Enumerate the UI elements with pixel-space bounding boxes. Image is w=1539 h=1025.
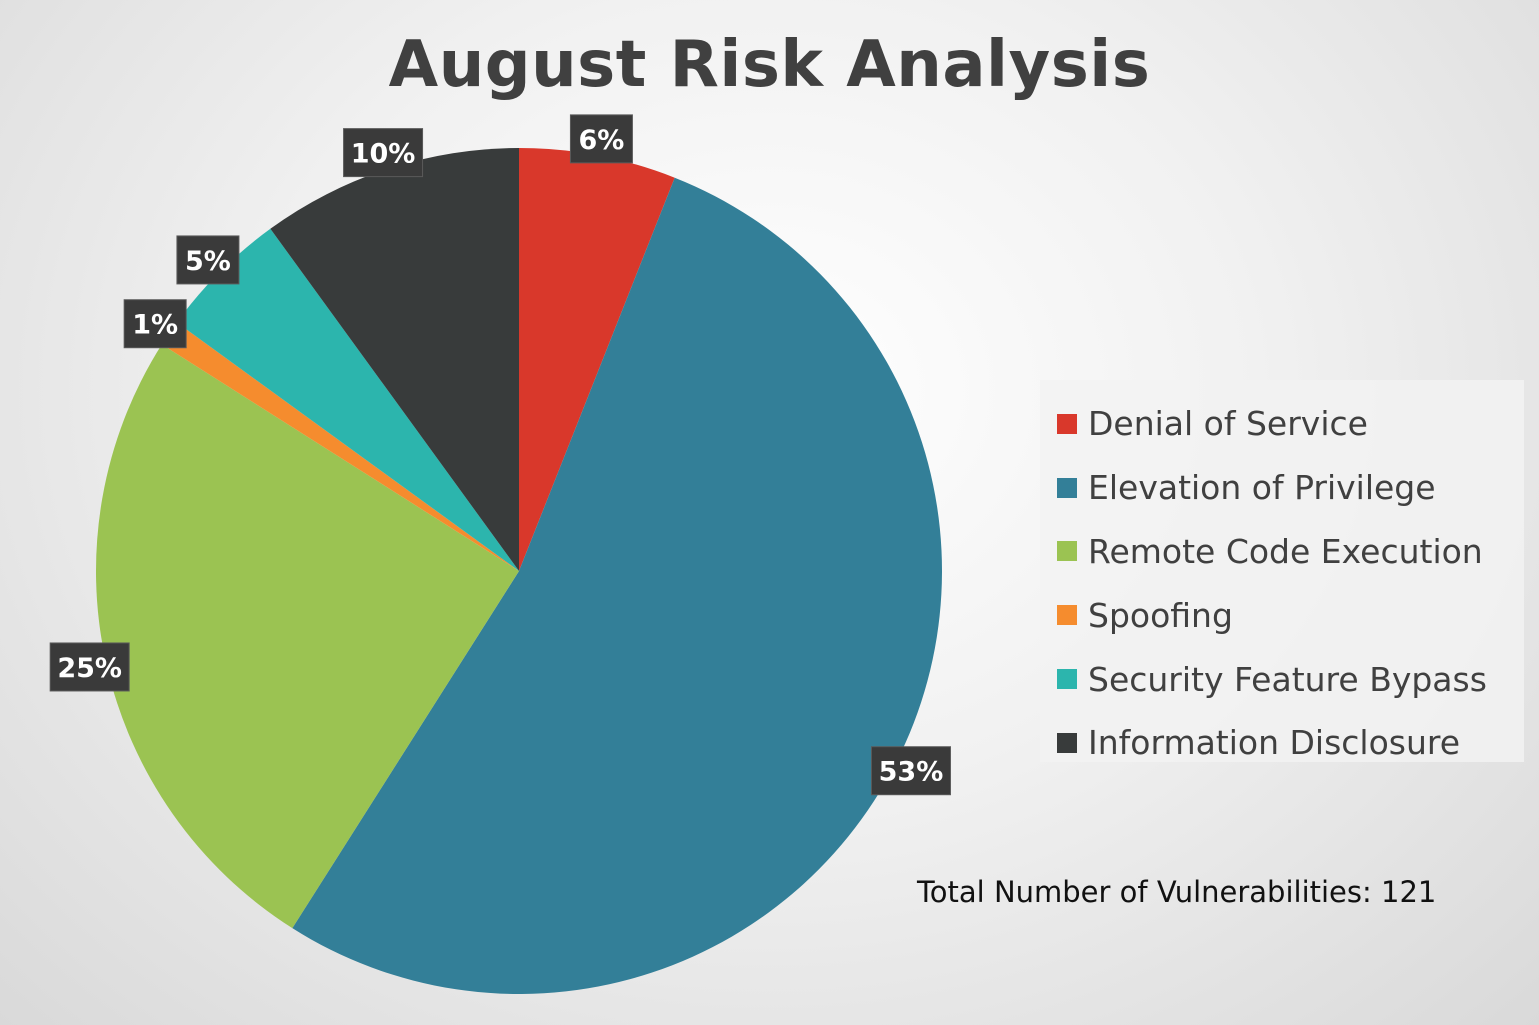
pie-slice [161, 322, 519, 571]
legend-swatch [1057, 732, 1077, 753]
data-label-text: 25% [57, 653, 122, 684]
data-label-text: 10% [351, 139, 416, 170]
legend-item: Security Feature Bypass [1040, 647, 1524, 711]
data-label-box [870, 746, 951, 796]
legend-item: Information Disclosure [1040, 711, 1524, 775]
total-vulnerabilities-note: Total Number of Vulnerabilities: 121 [917, 875, 1437, 909]
data-label-text: 6% [579, 125, 625, 156]
pie-slice [519, 148, 675, 571]
legend-swatch [1057, 413, 1077, 434]
legend-item: Spoofing [1040, 583, 1524, 647]
legend-label: Denial of Service [1088, 404, 1368, 444]
data-label: 10% [343, 128, 424, 178]
data-label-box [176, 235, 240, 285]
data-label: 25% [49, 642, 130, 692]
pie-slice [292, 177, 943, 995]
data-label-text: 53% [879, 757, 944, 788]
pie-slice [95, 344, 519, 929]
data-label-box [569, 114, 633, 164]
data-label-text: 5% [185, 246, 231, 277]
chart-title: August Risk Analysis [388, 28, 1151, 102]
legend-swatch [1057, 541, 1077, 562]
legend-label: Remote Code Execution [1088, 531, 1483, 571]
legend-item: Denial of Service [1040, 392, 1524, 456]
data-label: 5% [176, 235, 240, 285]
chart-legend: Denial of Service Elevation of Privilege… [1040, 380, 1524, 762]
legend-label: Spoofing [1088, 595, 1233, 635]
legend-label: Security Feature Bypass [1088, 659, 1487, 699]
legend-swatch [1057, 605, 1077, 626]
data-label-box [343, 128, 424, 178]
data-label-box [123, 299, 187, 349]
legend-swatch [1057, 669, 1077, 690]
legend-swatch [1057, 477, 1077, 498]
legend-item: Elevation of Privilege [1040, 456, 1524, 520]
pie-slice [176, 228, 519, 571]
legend-label: Information Disclosure [1088, 723, 1461, 763]
legend-item: Remote Code Execution [1040, 520, 1524, 584]
pie-slice [270, 148, 519, 571]
legend-label: Elevation of Privilege [1088, 468, 1436, 508]
data-label: 1% [123, 299, 187, 349]
data-label-text: 1% [132, 310, 178, 341]
data-label: 6% [569, 114, 633, 164]
data-label: 53% [870, 746, 951, 796]
data-label-box [49, 642, 130, 692]
